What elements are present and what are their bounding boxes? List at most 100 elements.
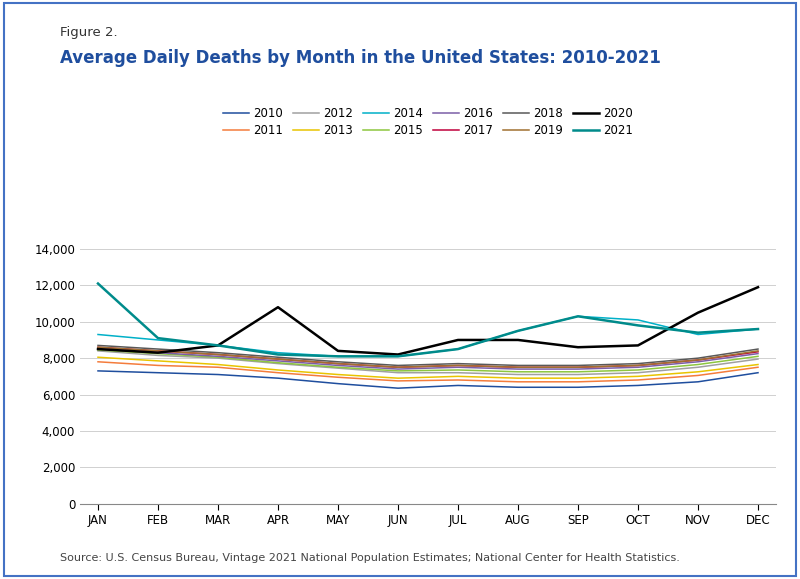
2011 (154, 362, 163, 369)
2011 (514, 378, 523, 385)
2013 (453, 373, 462, 380)
2016 (93, 346, 102, 353)
2020 (573, 344, 582, 351)
2013 (333, 371, 342, 378)
2014 (93, 331, 102, 338)
2019 (333, 360, 342, 367)
2012 (333, 365, 342, 372)
2010 (213, 371, 222, 378)
Legend: 2010, 2011, 2012, 2013, 2014, 2015, 2016, 2017, 2018, 2019, 2020, 2021: 2010, 2011, 2012, 2013, 2014, 2015, 2016… (218, 102, 638, 142)
2011 (453, 376, 462, 383)
2019 (633, 362, 642, 369)
2010 (393, 384, 402, 391)
2021 (633, 322, 642, 329)
2010 (514, 384, 523, 391)
2017 (633, 362, 642, 369)
2011 (393, 378, 402, 384)
2017 (753, 349, 762, 356)
2017 (274, 356, 283, 362)
2010 (93, 368, 102, 375)
2015 (274, 359, 283, 366)
Text: Figure 2.: Figure 2. (60, 26, 118, 39)
2014 (693, 331, 702, 338)
2015 (93, 346, 102, 353)
2017 (393, 364, 402, 371)
2020 (453, 336, 462, 343)
2011 (333, 374, 342, 381)
2021 (514, 327, 523, 334)
2017 (514, 364, 523, 371)
2014 (154, 336, 163, 343)
2016 (453, 364, 462, 371)
2011 (573, 378, 582, 385)
2019 (154, 347, 163, 354)
Line: 2013: 2013 (98, 357, 758, 378)
2014 (333, 353, 342, 360)
2021 (154, 335, 163, 342)
2020 (693, 309, 702, 316)
2021 (453, 346, 462, 353)
2012 (633, 369, 642, 376)
2018 (693, 355, 702, 362)
2018 (514, 362, 523, 369)
2013 (573, 375, 582, 382)
2011 (274, 369, 283, 376)
2013 (693, 368, 702, 375)
2018 (213, 349, 222, 356)
2017 (93, 344, 102, 351)
2021 (573, 313, 582, 320)
2015 (514, 368, 523, 375)
2012 (274, 360, 283, 367)
2020 (333, 347, 342, 354)
2014 (213, 342, 222, 349)
2014 (514, 327, 523, 334)
2010 (633, 382, 642, 389)
2011 (693, 372, 702, 379)
2016 (633, 364, 642, 371)
2018 (154, 346, 163, 353)
2019 (693, 357, 702, 364)
2020 (93, 346, 102, 353)
Line: 2015: 2015 (98, 350, 758, 372)
2019 (514, 364, 523, 371)
2019 (93, 344, 102, 351)
2018 (93, 342, 102, 349)
2020 (154, 349, 163, 356)
2021 (753, 325, 762, 332)
2014 (393, 353, 402, 360)
2021 (213, 342, 222, 349)
Line: 2011: 2011 (98, 362, 758, 382)
2010 (453, 382, 462, 389)
2021 (393, 353, 402, 360)
2017 (154, 347, 163, 354)
2021 (693, 329, 702, 336)
2013 (393, 375, 402, 382)
Text: Average Daily Deaths by Month in the United States: 2010-2021: Average Daily Deaths by Month in the Uni… (60, 49, 661, 67)
2010 (573, 384, 582, 391)
2014 (753, 325, 762, 332)
Line: 2017: 2017 (98, 347, 758, 367)
2013 (274, 367, 283, 373)
2015 (573, 368, 582, 375)
2018 (753, 346, 762, 353)
2019 (274, 356, 283, 362)
2016 (274, 357, 283, 364)
Text: Source: U.S. Census Bureau, Vintage 2021 National Population Estimates; National: Source: U.S. Census Bureau, Vintage 2021… (60, 553, 680, 563)
Line: 2012: 2012 (98, 351, 758, 375)
2011 (633, 376, 642, 383)
2019 (213, 351, 222, 358)
2015 (213, 354, 222, 361)
2017 (213, 351, 222, 358)
2010 (693, 378, 702, 385)
2021 (274, 351, 283, 358)
2018 (633, 360, 642, 367)
2012 (393, 369, 402, 376)
2018 (333, 358, 342, 365)
Line: 2018: 2018 (98, 346, 758, 365)
2019 (573, 364, 582, 371)
2018 (453, 360, 462, 367)
2021 (93, 280, 102, 287)
Line: 2010: 2010 (98, 371, 758, 388)
2015 (693, 361, 702, 368)
2016 (213, 353, 222, 360)
